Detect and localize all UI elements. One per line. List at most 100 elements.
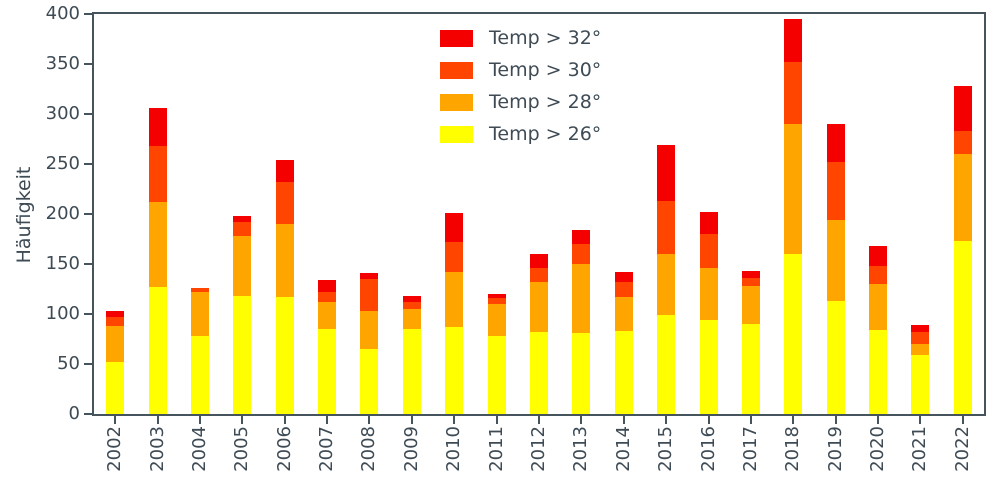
bar-segment — [190, 336, 209, 414]
x-tick-mark — [749, 416, 752, 424]
x-tick-label: 2007 — [316, 426, 338, 472]
x-tick-mark — [283, 416, 286, 424]
bar-segment — [445, 327, 464, 414]
x-tick-label: 2015 — [655, 426, 677, 472]
x-tick-label: 2006 — [273, 426, 295, 472]
x-tick-mark — [665, 416, 668, 424]
x-tick-mark — [580, 416, 583, 424]
bar-segment — [953, 86, 972, 131]
bar-segment — [360, 349, 379, 414]
y-tick-label: 150 — [45, 253, 80, 274]
bar-segment — [741, 286, 760, 324]
y-tick-mark — [84, 113, 92, 115]
x-tick-label: 2003 — [146, 426, 168, 472]
bar-segment — [699, 320, 718, 414]
y-tick-mark — [84, 13, 92, 15]
y-tick-label: 400 — [45, 3, 80, 24]
bar-segment — [275, 182, 294, 224]
x-tick-mark — [453, 416, 456, 424]
y-tick-label: 350 — [45, 53, 80, 74]
x-tick-mark — [834, 416, 837, 424]
y-tick-mark — [84, 213, 92, 215]
bar-segment — [318, 292, 337, 302]
bar-segment — [233, 222, 252, 236]
bar-segment — [402, 329, 421, 414]
bar-segment — [190, 292, 209, 336]
y-tick-label: 200 — [45, 203, 80, 224]
x-tick-label: 2018 — [782, 426, 804, 472]
bar-segment — [402, 309, 421, 329]
y-tick-label: 0 — [68, 403, 80, 424]
legend-label: Temp > 32° — [489, 27, 602, 49]
bar-segment — [826, 220, 845, 301]
bar-segment — [614, 272, 633, 282]
x-tick-label: 2009 — [400, 426, 422, 472]
bar-segment — [741, 278, 760, 286]
x-tick-mark — [877, 416, 880, 424]
y-tick-mark — [84, 263, 92, 265]
x-tick-label: 2014 — [612, 426, 634, 472]
bar-segment — [699, 268, 718, 320]
y-tick-label: 50 — [57, 353, 80, 374]
x-tick-mark — [410, 416, 413, 424]
x-tick-label: 2004 — [188, 426, 210, 472]
bar-segment — [148, 287, 167, 414]
x-tick-label: 2013 — [570, 426, 592, 472]
x-tick-label: 2011 — [485, 426, 507, 472]
bar-segment — [657, 254, 676, 315]
x-tick-mark — [538, 416, 540, 424]
bar-segment — [106, 362, 125, 414]
bar-segment — [360, 279, 379, 311]
bar-segment — [148, 146, 167, 202]
bar-segment — [869, 266, 888, 284]
bar-segment — [530, 254, 548, 268]
x-tick-mark — [326, 416, 329, 424]
x-tick-label: 2002 — [104, 426, 126, 472]
bar-segment — [657, 201, 676, 254]
x-tick-label: 2016 — [697, 426, 719, 472]
bar-segment — [911, 332, 930, 344]
x-tick-label: 2005 — [231, 426, 253, 472]
bar-segment — [953, 154, 972, 241]
bar-segment — [911, 355, 930, 414]
legend-swatch — [440, 93, 473, 111]
bar-segment — [869, 246, 888, 266]
y-tick-label: 300 — [45, 103, 80, 124]
x-tick-mark — [156, 416, 159, 424]
bar-segment — [572, 264, 591, 333]
bar-segment — [445, 213, 464, 242]
x-tick-label: 2010 — [443, 426, 465, 472]
y-tick-label: 100 — [45, 303, 80, 324]
x-tick-label: 2020 — [867, 426, 889, 472]
bar-segment — [826, 162, 845, 220]
bar-segment — [741, 324, 760, 414]
legend-entry: Temp > 26° — [440, 123, 601, 145]
bar-segment — [106, 326, 125, 362]
bar-segment — [275, 224, 294, 297]
x-tick-mark — [919, 416, 922, 424]
bar-segment — [657, 315, 676, 414]
y-tick-mark — [84, 363, 92, 365]
x-tick-label: 2019 — [824, 426, 846, 472]
bar-segment — [487, 336, 506, 414]
x-tick-label: 2017 — [739, 426, 761, 472]
bar-segment — [614, 282, 633, 297]
x-tick-mark — [961, 416, 964, 424]
bar-segment — [826, 124, 845, 162]
plot-area: Temp > 32° Temp > 30° Temp > 28° Temp > 26° — [92, 12, 986, 416]
bar-segment — [530, 282, 548, 332]
bar-segment — [445, 272, 464, 327]
bar-segment — [318, 280, 337, 292]
bar-segment — [233, 296, 252, 414]
bar-segment — [487, 298, 506, 304]
bar-segment — [953, 241, 972, 414]
x-tick-mark — [622, 416, 625, 424]
bar-segment — [869, 284, 888, 330]
x-tick-mark — [707, 416, 710, 424]
bar-segment — [784, 19, 803, 62]
bar-segment — [657, 145, 676, 201]
legend-entry: Temp > 28° — [440, 91, 601, 113]
x-tick-mark — [495, 416, 498, 424]
bar-segment — [275, 160, 294, 182]
legend-entry: Temp > 30° — [440, 59, 601, 81]
